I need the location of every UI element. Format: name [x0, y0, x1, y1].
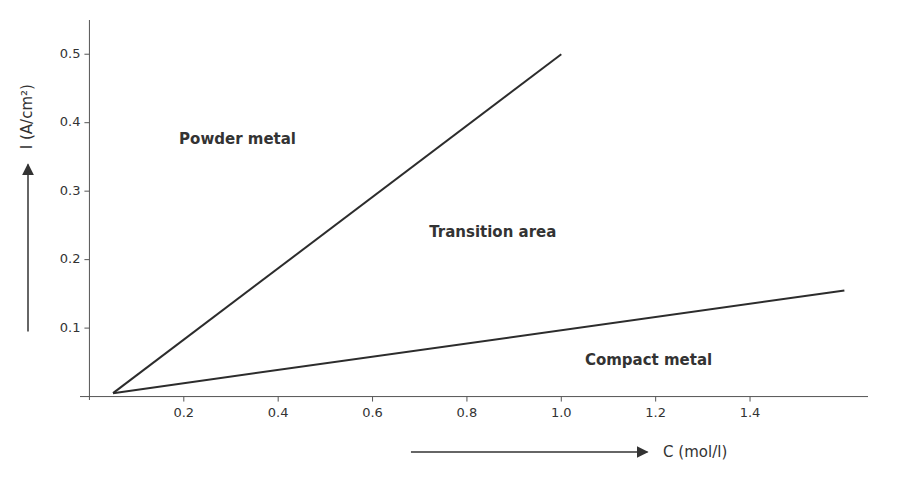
x-tick: [372, 397, 373, 402]
y-tick: [84, 54, 89, 55]
y-tick-label: 0.3: [60, 183, 81, 198]
y-axis-line: [89, 20, 90, 400]
annotations: Powder metal Transition area Compact metal: [179, 130, 712, 369]
x-tick-label: 0.2: [173, 405, 194, 420]
region-label: Powder metal: [179, 130, 296, 148]
line: [113, 290, 844, 393]
x-axis-label: C (mol/l): [663, 443, 727, 461]
y-tick: [84, 191, 89, 192]
x-tick: [561, 397, 562, 402]
x-tick-label: 0.8: [457, 405, 478, 420]
x-tick-label: 1.0: [551, 405, 572, 420]
x-tick-label: 0.4: [268, 405, 289, 420]
x-tick: [183, 397, 184, 402]
y-tick-label: 0.1: [60, 320, 81, 335]
y-tick: [84, 259, 89, 260]
y-tick-label: 0.2: [60, 251, 81, 266]
x-axis-arrow: [411, 451, 647, 453]
x-tick: [655, 397, 656, 402]
region-label: Transition area: [429, 223, 556, 241]
x-tick-label: 1.2: [645, 405, 666, 420]
x-ticks: 0.2 0.4 0.6 0.8 1.0 1.2 1.4: [173, 397, 760, 420]
y-axis-label: I (A/cm²): [19, 84, 37, 149]
y-axis-arrow: [27, 164, 29, 331]
plot-area: [113, 54, 844, 393]
y-tick-label: 0.5: [60, 46, 81, 61]
chart: 0.2 0.4 0.6 0.8 1.0 1.2 1.4 0.1 0.2 0.3 0.4 0.5 Powd…: [0, 0, 898, 480]
line: [113, 54, 561, 393]
x-tick: [750, 397, 751, 402]
x-tick-label: 1.4: [740, 405, 761, 420]
y-tick: [84, 122, 89, 123]
x-tick: [466, 397, 467, 402]
x-tick: [278, 397, 279, 402]
y-ticks: 0.1 0.2 0.3 0.4 0.5: [60, 46, 90, 335]
y-tick-label: 0.4: [60, 114, 81, 129]
x-tick-label: 0.6: [362, 405, 383, 420]
region-label: Compact metal: [585, 351, 712, 369]
y-tick: [84, 328, 89, 329]
